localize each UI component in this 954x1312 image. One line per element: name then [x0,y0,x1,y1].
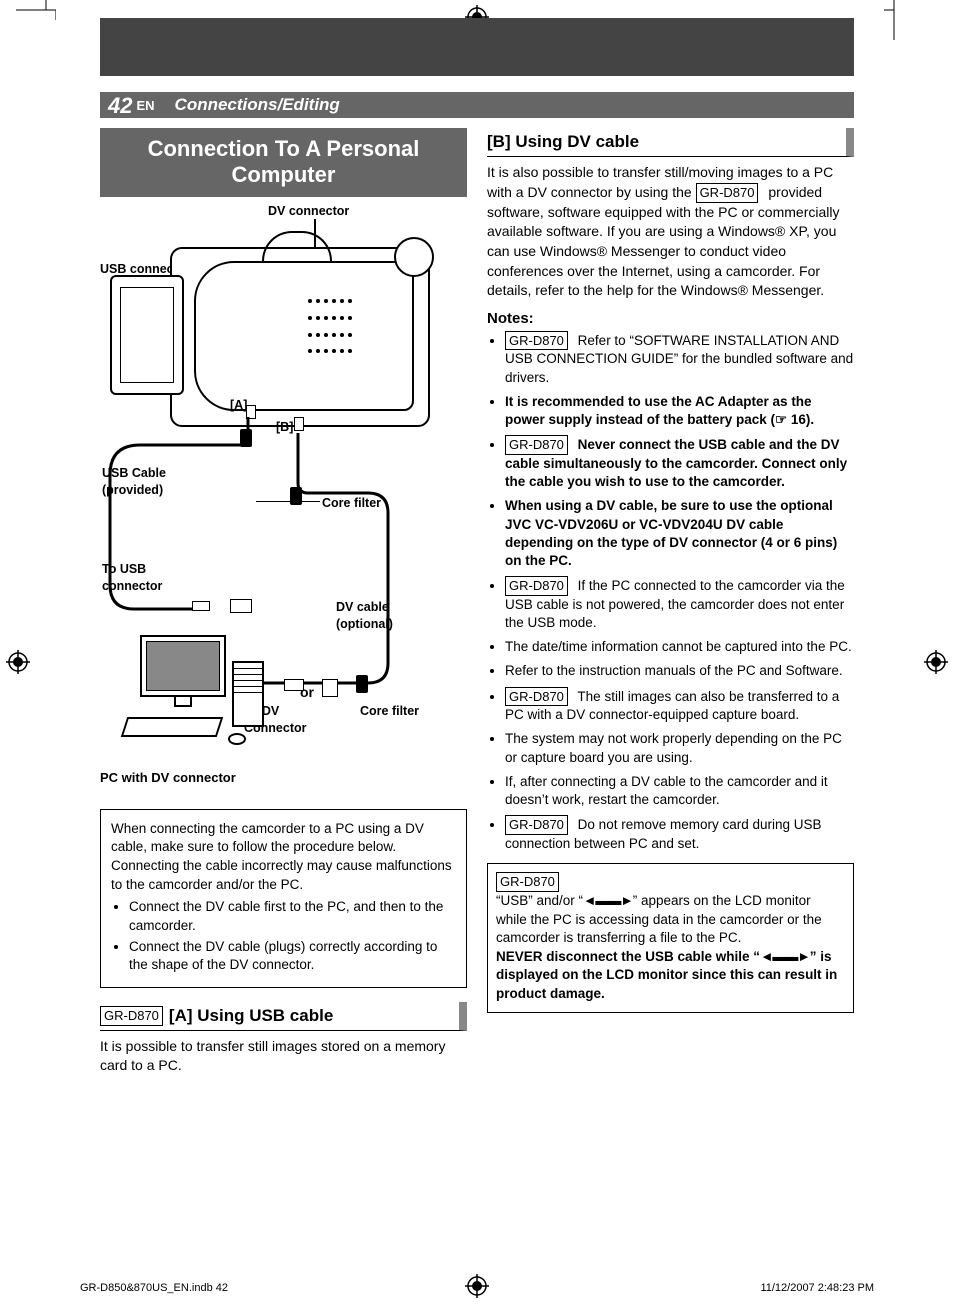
section-b-title: [B] Using DV cable [487,131,639,154]
usb-warning-box: GR-D870 “USB” and/or “◄▬▬►” appears on t… [487,863,854,1013]
label-usb-cable: USB Cable (provided) [102,465,182,499]
footer-datetime: 11/12/2007 2:48:23 PM [760,1281,874,1296]
registration-mark-right [924,650,948,674]
section-title: Connections/Editing [163,92,854,118]
box-intro: When connecting the camcorder to a PC us… [111,821,452,892]
section-a-body: It is possible to transfer still images … [100,1037,467,1076]
dv-caution-box: When connecting the camcorder to a PC us… [100,809,467,988]
note-8: GR-D870 The still images can also be tra… [505,687,854,725]
box-bullet-2: Connect the DV cable (plugs) correctly a… [129,938,456,975]
label-a: [A] [230,397,247,414]
page-number: 42 [108,91,132,121]
crop-mark-tl [16,0,56,40]
page-lang: EN [136,97,154,115]
note-3: GR-D870 Never connect the USB cable and … [505,435,854,491]
note-7: Refer to the instruction manuals of the … [505,662,854,680]
box-bullet-1: Connect the DV cable first to the PC, an… [129,898,456,935]
pc-illustration [120,635,260,745]
label-to-usb: To USB connector [102,561,182,595]
left-column: Connection To A Personal Computer DV con… [100,128,467,1076]
page-header: 42 EN Connections/Editing [100,92,854,118]
note-9: The system may not work properly dependi… [505,730,854,766]
note-10: If, after connecting a DV cable to the c… [505,773,854,809]
model-badge: GR-D870 [496,872,559,892]
section-b-heading: [B] Using DV cable [487,128,854,157]
section-a-heading: GR-D870 [A] Using USB cable [100,1002,467,1031]
page-footer: GR-D850&870US_EN.indb 42 11/12/2007 2:48… [80,1281,874,1296]
notes-heading: Notes: [487,309,854,329]
crop-mark-tr [884,0,924,40]
label-core-filter2: Core filter [360,703,419,720]
label-or: or [300,683,314,702]
main-heading: Connection To A Personal Computer [100,128,467,197]
label-dv-connector: DV connector [268,203,349,220]
arrows-icon: ◄▬▬► [583,893,633,908]
page-number-tab: 42 EN [100,92,163,118]
connection-diagram: DV connector USB connector [100,203,467,803]
section-b-body: It is also possible to transfer still/mo… [487,163,854,301]
section-a-title: [A] Using USB cable [169,1005,333,1028]
footer-file: GR-D850&870US_EN.indb 42 [80,1281,228,1296]
model-badge: GR-D870 [100,1006,163,1026]
note-5: GR-D870 If the PC connected to the camco… [505,576,854,632]
model-badge: GR-D870 [696,183,759,203]
note-11: GR-D870 Do not remove memory card during… [505,815,854,853]
notes-list: GR-D870 Refer to “SOFTWARE INSTALLATION … [487,331,854,853]
pc-caption: PC with DV connector [100,769,236,787]
arrows-icon: ◄▬▬► [760,949,810,964]
note-2: It is recommended to use the AC Adapter … [505,393,854,429]
note-6: The date/time information cannot be capt… [505,638,854,656]
label-dv-cable: DV cable (optional) [336,599,416,633]
right-column: [B] Using DV cable It is also possible t… [487,128,854,1076]
note-4: When using a DV cable, be sure to use th… [505,497,854,570]
registration-mark-left [6,650,30,674]
header-dark-bar [100,18,854,76]
note-1: GR-D870 Refer to “SOFTWARE INSTALLATION … [505,331,854,387]
